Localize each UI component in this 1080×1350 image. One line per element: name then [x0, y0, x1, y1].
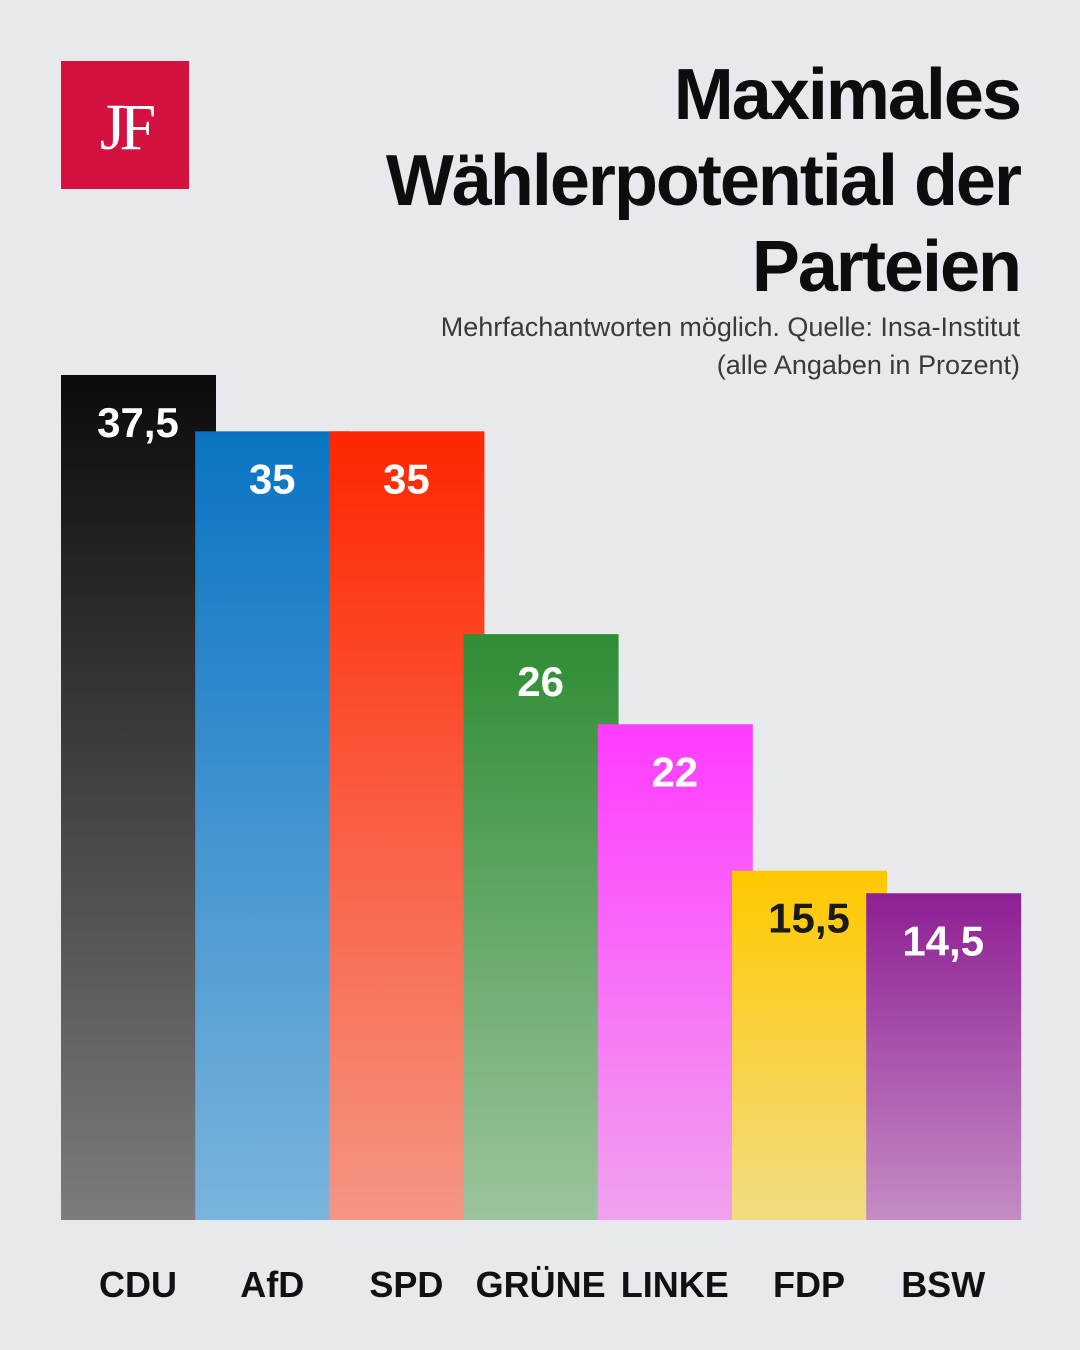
- category-label-spd: SPD: [369, 1264, 443, 1305]
- title-line: Maximales: [673, 55, 1022, 135]
- jf-logo: JF: [61, 61, 189, 189]
- title-line: Parteien: [751, 227, 1022, 307]
- value-label-gruene: 26: [517, 658, 564, 705]
- value-label-cdu: 37,5: [97, 399, 179, 446]
- value-label-afd: 35: [249, 455, 296, 502]
- chart-title: Maximales Wählerpotential der Parteien: [260, 52, 1022, 310]
- value-label-bsw: 14,5: [902, 917, 984, 964]
- category-label-linke: LINKE: [621, 1264, 729, 1305]
- category-label-cdu: CDU: [99, 1264, 177, 1305]
- bar-cdu: [61, 375, 216, 1220]
- category-label-bsw: BSW: [901, 1264, 985, 1305]
- value-label-linke: 22: [651, 748, 698, 795]
- bar-gruene: [463, 634, 619, 1220]
- chart-subtitle: Mehrfachantworten möglich. Quelle: Insa-…: [260, 308, 1020, 384]
- bar-fdp: [732, 870, 887, 1220]
- category-label-gruene: GRÜNE: [476, 1264, 606, 1305]
- bar-bsw: [866, 893, 1022, 1220]
- subtitle-line: Mehrfachantworten möglich. Quelle: Insa-…: [440, 312, 1020, 342]
- logo-text: JF: [99, 91, 156, 164]
- bar-spd: [329, 431, 485, 1220]
- bar-linke: [597, 724, 753, 1220]
- subtitle-line: (alle Angaben in Prozent): [716, 350, 1020, 380]
- bar-afd: [195, 431, 351, 1220]
- category-label-fdp: FDP: [773, 1264, 845, 1305]
- bars-group: [61, 375, 1022, 1220]
- value-label-spd: 35: [383, 455, 430, 502]
- title-line: Wählerpotential der: [385, 141, 1022, 221]
- value-label-fdp: 15,5: [768, 895, 850, 942]
- category-label-afd: AfD: [240, 1264, 304, 1305]
- labels-group: 37,5 CDU 35 AfD 35 SPD 26 GRÜNE 22 LINKE 15,5 FDP 14…: [97, 399, 985, 1305]
